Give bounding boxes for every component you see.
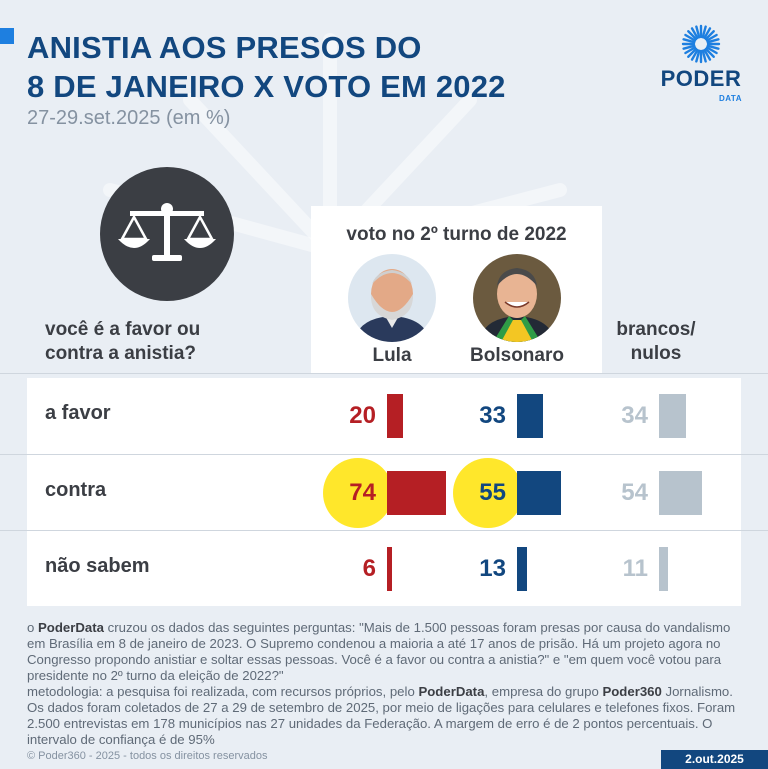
value-label-brancos: 54 xyxy=(621,478,648,506)
value-label-lula: 20 xyxy=(349,402,376,429)
column-header-lula: Lula xyxy=(372,345,412,366)
bar-lula xyxy=(387,546,392,591)
copyright: © Poder360 - 2025 - todos os direitos re… xyxy=(27,750,268,762)
bar-bolsonaro xyxy=(517,394,543,438)
highlight-circle xyxy=(323,457,393,528)
logo-wordmark: PODER xyxy=(660,66,742,91)
note-brand: PoderData xyxy=(418,684,485,699)
question-line-1: você é a favor ou xyxy=(45,319,201,340)
note-text: o xyxy=(27,620,38,635)
value-label-bolsonaro: 33 xyxy=(479,402,506,429)
value-label-brancos: 34 xyxy=(621,402,648,429)
note-text: Jornalismo. Os dados foram coletados de … xyxy=(27,684,736,747)
row-divider xyxy=(0,454,768,455)
bar-brancos xyxy=(659,546,668,591)
table-row: a favor xyxy=(27,378,741,454)
methodology-note: o PoderData cruzou os dados das seguinte… xyxy=(27,620,747,748)
column-header-bolsonaro: Bolsonaro xyxy=(470,345,564,366)
value-label-bolsonaro: 13 xyxy=(479,554,506,582)
row-label: a favor xyxy=(45,402,111,424)
sunburst-icon xyxy=(681,24,721,64)
question-label: você é a favor ou contra a anistia? xyxy=(45,318,200,366)
bar-brancos xyxy=(659,470,702,515)
note-brand: Poder360 xyxy=(602,684,662,699)
publication-date: 2.out.2025 xyxy=(661,750,768,769)
brancos-line-2: nulos xyxy=(630,343,682,364)
highlight-circle xyxy=(453,457,523,528)
title-line-2: 8 DE JANEIRO X VOTO EM 2022 xyxy=(27,69,506,104)
scales-of-justice-icon xyxy=(118,203,216,261)
bar-lula xyxy=(387,394,403,438)
bolsonaro-photo xyxy=(473,254,561,342)
subtitle: 27-29.set.2025 (em %) xyxy=(27,107,231,129)
value-label-lula: 6 xyxy=(362,554,376,582)
bar-lula xyxy=(387,470,446,515)
note-brand: PoderData xyxy=(38,620,104,635)
note-text: , empresa do grupo xyxy=(484,684,603,699)
note-text: metodologia: a pesquisa foi realizada, c… xyxy=(27,684,419,699)
bar-bolsonaro xyxy=(517,546,527,591)
title-accent-bar xyxy=(0,28,14,44)
lula-photo xyxy=(348,254,436,342)
row-divider xyxy=(0,373,768,374)
row-divider xyxy=(0,530,768,531)
row-label: não sabem xyxy=(45,555,150,577)
value-label-lula: 74 xyxy=(349,478,376,506)
value-label-brancos: 11 xyxy=(622,554,648,582)
note-text: cruzou os dados das seguintes perguntas:… xyxy=(27,620,731,683)
logo-subword: DATA xyxy=(718,94,742,103)
page-title: ANISTIA AOS PRESOS DO 8 DE JANEIRO X VOT… xyxy=(27,28,506,106)
bar-bolsonaro xyxy=(517,470,561,515)
question-line-2: contra a anistia? xyxy=(45,343,196,364)
scales-icon-badge xyxy=(100,167,234,301)
value-label-bolsonaro: 55 xyxy=(479,478,506,506)
row-label: contra xyxy=(45,479,107,501)
title-line-1: ANISTIA AOS PRESOS DO xyxy=(27,30,422,65)
column-header-brancos-nulos: brancos/ nulos xyxy=(606,318,706,366)
vote-header-panel: voto no 2º turno de 2022 Lula Bolsonaro xyxy=(311,206,602,374)
poderdata-logo: PODER DATA xyxy=(656,24,746,104)
table-row: não sabem xyxy=(27,531,741,606)
brancos-line-1: brancos/ xyxy=(616,319,696,340)
bar-brancos xyxy=(659,394,686,438)
panel-title: voto no 2º turno de 2022 xyxy=(346,224,567,245)
